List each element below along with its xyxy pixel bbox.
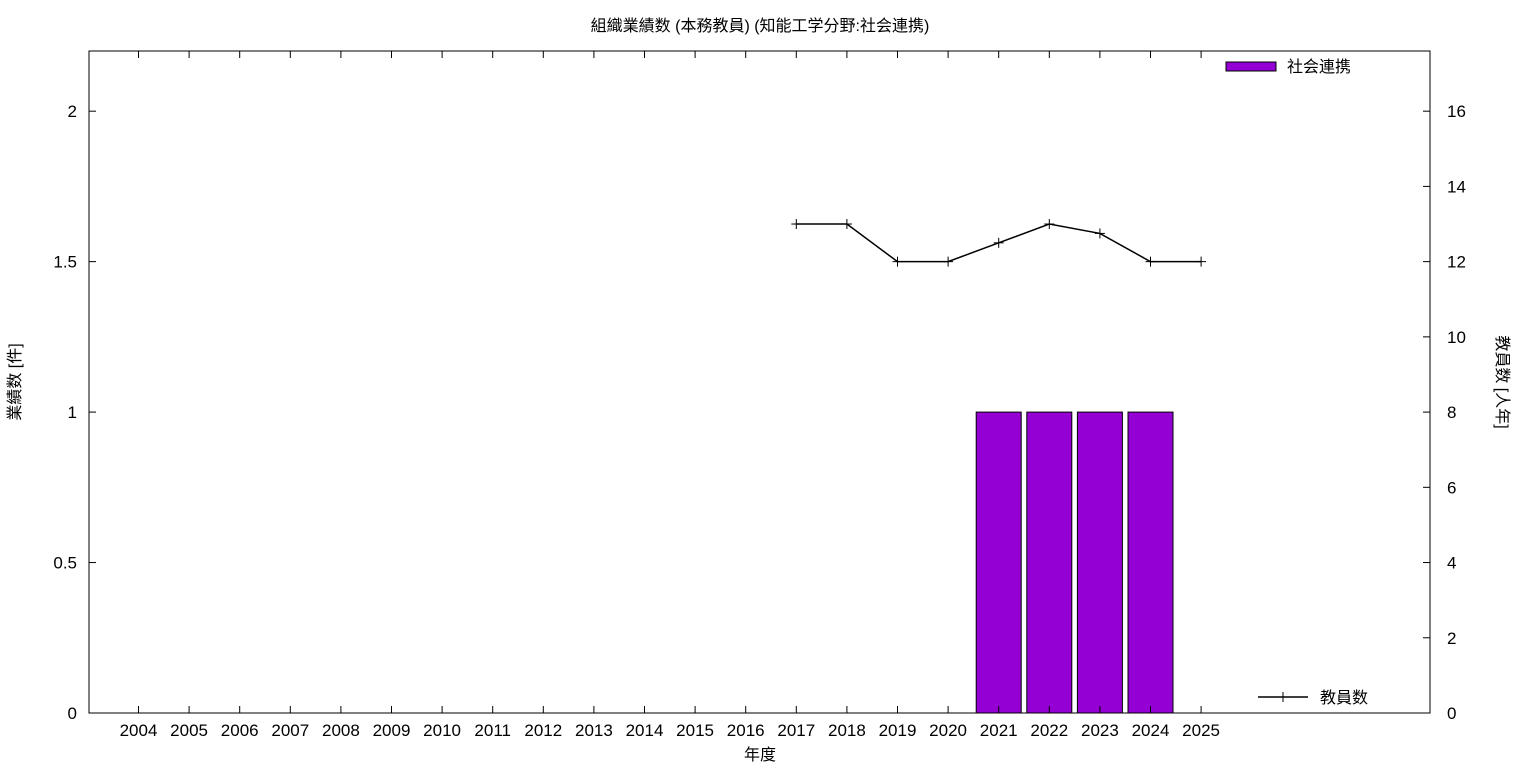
x-tick-label: 2025 bbox=[1182, 721, 1220, 740]
line-point bbox=[993, 237, 1004, 248]
x-tick-label: 2006 bbox=[221, 721, 259, 740]
y-tick-label: 2 bbox=[68, 102, 77, 121]
y2-tick-label: 2 bbox=[1447, 629, 1456, 648]
bar bbox=[1076, 411, 1123, 714]
x-axis: 2004 2005 2006 2007 2008 2009 2010 2011 2012 2013… bbox=[120, 51, 1220, 740]
y-axis-right: 0 2 4 6 8 10 12 14 16 bbox=[1423, 102, 1466, 723]
y-tick-label: 0.5 bbox=[53, 554, 77, 573]
legend-swatch-bar bbox=[1225, 61, 1277, 72]
line-point bbox=[1094, 228, 1105, 239]
y2-tick-label: 0 bbox=[1447, 704, 1456, 723]
x-tick-label: 2011 bbox=[474, 721, 511, 740]
legend-label-line: 教員数 bbox=[1320, 689, 1368, 707]
x-tick-label: 2021 bbox=[980, 721, 1018, 740]
bar bbox=[1127, 411, 1174, 714]
x-tick-label: 2009 bbox=[373, 721, 411, 740]
y-axis-label: 業績数 [件] bbox=[6, 343, 24, 420]
x-tick-label: 2024 bbox=[1132, 721, 1170, 740]
line-layer bbox=[791, 219, 1207, 267]
y2-tick-label: 16 bbox=[1447, 102, 1466, 121]
line-point bbox=[841, 219, 852, 230]
y2-tick-label: 4 bbox=[1447, 554, 1456, 573]
y2-tick-label: 14 bbox=[1447, 177, 1466, 196]
y-tick-label: 1.5 bbox=[53, 253, 77, 272]
x-tick-label: 2004 bbox=[120, 721, 158, 740]
legend: 社会連携 教員数 bbox=[1225, 58, 1368, 707]
bar-layer bbox=[975, 411, 1174, 714]
bar bbox=[975, 411, 1022, 714]
y2-axis-label: 教員数 [人年] bbox=[1493, 335, 1511, 428]
bar bbox=[1026, 411, 1073, 714]
x-tick-label: 2022 bbox=[1030, 721, 1068, 740]
x-tick-label: 2010 bbox=[423, 721, 461, 740]
y2-tick-label: 8 bbox=[1447, 403, 1456, 422]
chart-title: 組織業績数 (本務教員) (知能工学分野:社会連携) bbox=[591, 17, 930, 35]
x-axis-label: 年度 bbox=[744, 746, 776, 764]
line-point bbox=[1196, 256, 1207, 267]
legend-label-bar: 社会連携 bbox=[1287, 58, 1351, 76]
x-tick-label: 2017 bbox=[777, 721, 815, 740]
plot-frame bbox=[88, 50, 1431, 714]
x-tick-label: 2013 bbox=[575, 721, 613, 740]
line-point bbox=[943, 256, 954, 267]
y-tick-label: 0 bbox=[68, 704, 77, 723]
x-tick-label: 2005 bbox=[170, 721, 208, 740]
x-tick-label: 2012 bbox=[524, 721, 562, 740]
y2-tick-label: 6 bbox=[1447, 478, 1456, 497]
x-tick-label: 2008 bbox=[322, 721, 360, 740]
x-tick-label: 2007 bbox=[271, 721, 309, 740]
x-tick-label: 2016 bbox=[727, 721, 765, 740]
y-tick-label: 1 bbox=[68, 403, 77, 422]
line-point bbox=[1044, 219, 1055, 230]
x-tick-label: 2020 bbox=[929, 721, 967, 740]
x-tick-label: 2019 bbox=[879, 721, 917, 740]
y2-tick-label: 12 bbox=[1447, 253, 1466, 272]
x-tick-label: 2023 bbox=[1081, 721, 1119, 740]
x-tick-label: 2018 bbox=[828, 721, 866, 740]
line-point bbox=[892, 256, 903, 267]
x-tick-label: 2015 bbox=[676, 721, 714, 740]
x-tick-label: 2014 bbox=[626, 721, 664, 740]
y2-tick-label: 10 bbox=[1447, 328, 1466, 347]
y-axis-left: 0 0.5 1 1.5 2 bbox=[53, 102, 96, 723]
line-point bbox=[791, 219, 802, 230]
line-point bbox=[1145, 256, 1156, 267]
